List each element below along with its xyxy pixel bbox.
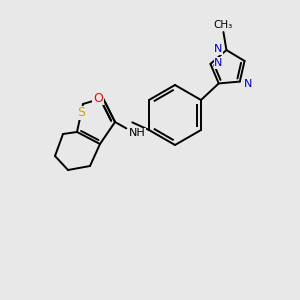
Text: N: N bbox=[214, 58, 223, 68]
Text: N: N bbox=[214, 44, 223, 54]
Text: N: N bbox=[244, 79, 252, 88]
Text: CH₃: CH₃ bbox=[214, 20, 233, 30]
Text: NH: NH bbox=[129, 128, 146, 138]
Text: S: S bbox=[77, 106, 85, 119]
Text: O: O bbox=[93, 92, 103, 104]
